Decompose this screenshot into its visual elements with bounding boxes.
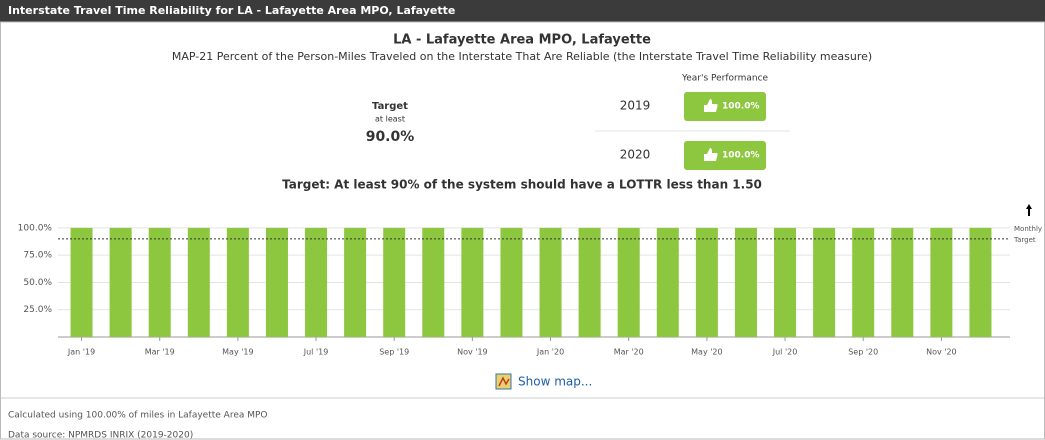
performance-heading: Year's Performance <box>681 74 769 84</box>
x-tick-label: Jan '19 <box>67 348 95 357</box>
bar <box>539 227 562 337</box>
x-tick-label: May '20 <box>691 348 722 357</box>
x-tick-label: Nov '19 <box>457 348 488 357</box>
target-value: 90.0% <box>366 129 415 145</box>
target-label: Target <box>372 101 408 112</box>
x-tick-label: Mar '20 <box>614 348 644 357</box>
bar <box>891 227 914 337</box>
bar <box>695 227 718 337</box>
bar <box>226 227 249 337</box>
performance-badge <box>684 92 766 121</box>
bar <box>305 227 328 337</box>
header-title: Interstate Travel Time Reliability for L… <box>8 4 455 17</box>
target-legend: Target <box>1013 236 1036 244</box>
map-icon <box>495 373 512 390</box>
y-tick-label: 25.0% <box>23 305 52 315</box>
x-tick-label: May '19 <box>222 348 253 357</box>
thumbs-up-icon <box>704 99 718 112</box>
x-tick-label: Mar '19 <box>145 348 175 357</box>
bar <box>383 227 406 337</box>
bar <box>500 227 523 337</box>
target-legend: Monthly <box>1014 225 1042 233</box>
bar <box>265 227 288 337</box>
performance-value: 100.0% <box>722 151 760 161</box>
y-tick-label: 75.0% <box>23 251 52 261</box>
x-tick-label: Jul '20 <box>772 348 798 357</box>
bar <box>813 227 836 337</box>
y-tick-label: 100.0% <box>18 223 53 233</box>
bar <box>187 227 210 337</box>
header-bar <box>0 0 1045 22</box>
bar <box>578 227 601 337</box>
x-tick-label: Sep '19 <box>379 348 409 357</box>
bar <box>148 227 171 337</box>
bar <box>617 227 640 337</box>
x-tick-label: Nov '20 <box>926 348 957 357</box>
bar <box>461 227 484 337</box>
x-tick-label: Sep '20 <box>848 348 878 357</box>
bar <box>344 227 367 337</box>
bar <box>109 227 132 337</box>
y-tick-label: 50.0% <box>23 278 52 288</box>
performance-badge <box>684 141 766 170</box>
bar <box>70 227 93 337</box>
target-arrow <box>1026 204 1032 216</box>
bar <box>734 227 757 337</box>
performance-year: 2019 <box>620 99 651 113</box>
bar <box>852 227 875 337</box>
performance-year: 2020 <box>620 148 651 162</box>
bar <box>422 227 445 337</box>
x-tick-label: Jan '20 <box>536 348 564 357</box>
target-qualifier: at least <box>375 115 405 124</box>
chart-subtitle: MAP-21 Percent of the Person-Miles Trave… <box>172 50 872 63</box>
map-icon-mark <box>498 376 510 387</box>
bar <box>656 227 679 337</box>
footer-calculation: Calculated using 100.00% of miles in Laf… <box>8 411 268 421</box>
thumbs-up-icon <box>704 148 718 161</box>
chart-title: LA - Lafayette Area MPO, Lafayette <box>393 33 651 48</box>
bar <box>969 227 992 337</box>
target-note: Target: At least 90% of the system shoul… <box>282 178 762 192</box>
performance-value: 100.0% <box>722 102 760 112</box>
link-text[interactable]: Show map... <box>518 375 592 389</box>
bar <box>930 227 953 337</box>
show-map-link[interactable]: Show map... <box>495 373 592 390</box>
bar <box>774 227 797 337</box>
footer-source: Data source: NPMRDS INRIX (2019-2020) <box>8 431 193 440</box>
x-tick-label: Jul '19 <box>303 348 329 357</box>
